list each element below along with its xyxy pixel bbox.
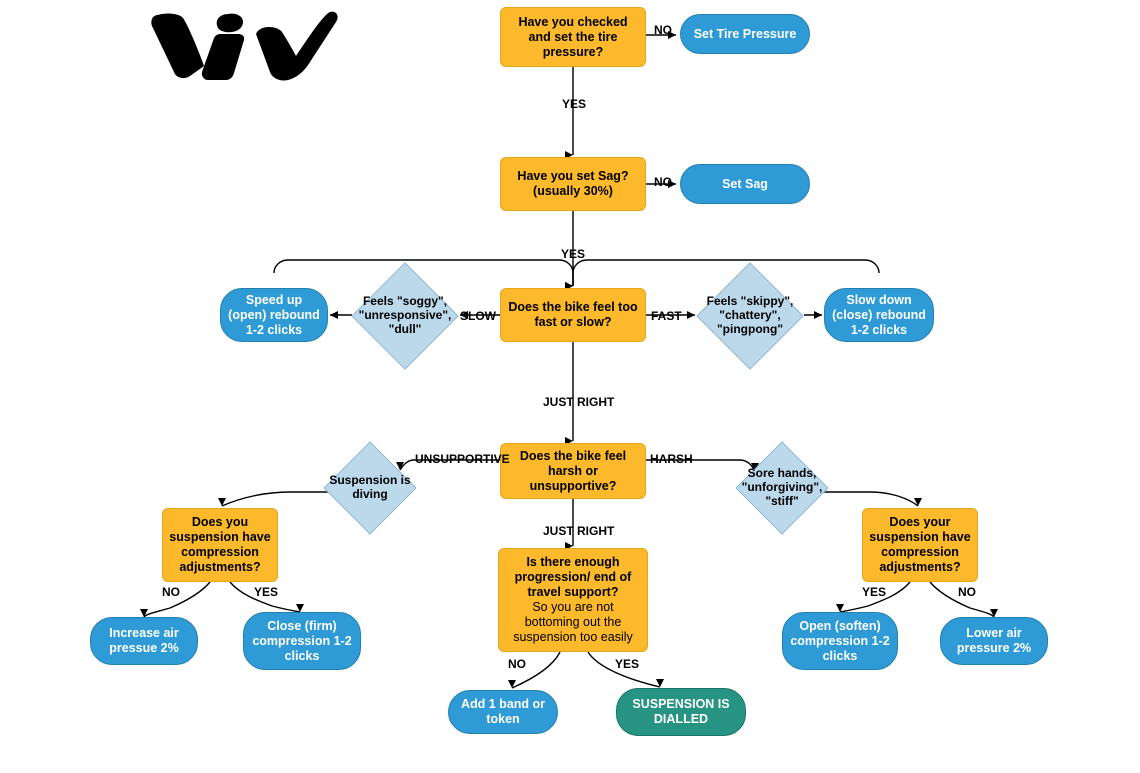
l_unsup: UNSUPPORTIVE [415,452,510,466]
d_sore: Sore hands, "unforgiving", "stiff" [749,455,815,521]
n_incAir: Increase air pressue 2% [90,617,198,665]
l_slow: SLOW [460,309,496,323]
l_jr2: JUST RIGHT [543,524,614,538]
l_fast: FAST [651,309,682,323]
n_openComp: Open (soften) compression 1-2 clicks [782,612,898,670]
l_no2: NO [654,175,672,189]
l_yes2: YES [561,247,585,261]
l_yes1: YES [562,97,586,111]
n_slowDown: Slow down (close) rebound 1-2 clicks [824,288,934,342]
l_yesP: YES [615,657,639,671]
n_setSag: Set Sag [680,164,810,204]
l_yesL: YES [254,585,278,599]
l_noR: NO [958,585,976,599]
l_jr1: JUST RIGHT [543,395,614,409]
l_no1: NO [654,23,672,37]
n_lowerAir: Lower air pressure 2% [940,617,1048,665]
n_speedUp: Speed up (open) rebound 1-2 clicks [220,288,328,342]
n_addBand: Add 1 band or token [448,690,558,734]
n_dialled: SUSPENSION IS DIALLED [616,688,746,736]
l_harsh: HARSH [650,452,693,466]
n_fastslow: Does the bike feel too fast or slow? [500,288,646,342]
n_setTire: Set Tire Pressure [680,14,810,54]
l_noL: NO [162,585,180,599]
l_yesR: YES [862,585,886,599]
d_soggy: Feels "soggy", "unresponsive", "dull" [367,278,443,354]
n_prog: Is there enough progression/ end of trav… [498,548,648,652]
d_diving: Suspension is diving [337,455,403,521]
n_sag: Have you set Sag? (usually 30%) [500,157,646,211]
n_compR: Does your suspension have compression ad… [862,508,978,582]
n_compL: Does you suspension have compression adj… [162,508,278,582]
n_closeComp: Close (firm) compression 1-2 clicks [243,612,361,670]
l_noP: NO [508,657,526,671]
d_skippy: Feels "skippy", "chattery", "pingpong" [712,278,788,354]
liv-logo [148,10,348,95]
n_harsh: Does the bike feel harsh or unsupportive… [500,443,646,499]
n_tire: Have you checked and set the tire pressu… [500,7,646,67]
